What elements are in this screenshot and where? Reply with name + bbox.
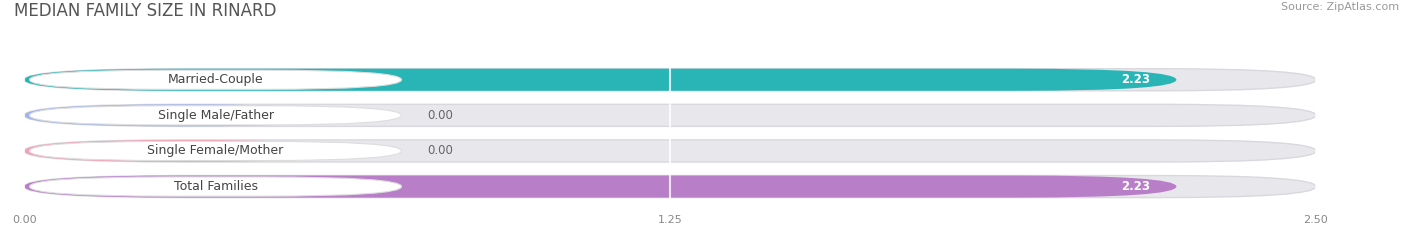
FancyBboxPatch shape (24, 104, 344, 126)
FancyBboxPatch shape (24, 175, 1177, 198)
Text: Married-Couple: Married-Couple (167, 73, 263, 86)
Text: MEDIAN FAMILY SIZE IN RINARD: MEDIAN FAMILY SIZE IN RINARD (14, 2, 277, 20)
Text: Single Female/Mother: Single Female/Mother (148, 144, 284, 158)
FancyBboxPatch shape (24, 175, 1316, 198)
FancyBboxPatch shape (30, 70, 402, 89)
Text: 2.23: 2.23 (1122, 180, 1150, 193)
FancyBboxPatch shape (24, 69, 1316, 91)
FancyBboxPatch shape (24, 104, 1316, 126)
Text: 0.00: 0.00 (427, 109, 453, 122)
FancyBboxPatch shape (24, 140, 344, 162)
Text: Total Families: Total Families (173, 180, 257, 193)
Text: 2.23: 2.23 (1122, 73, 1150, 86)
FancyBboxPatch shape (30, 141, 402, 161)
FancyBboxPatch shape (30, 106, 402, 125)
FancyBboxPatch shape (30, 177, 402, 196)
FancyBboxPatch shape (24, 140, 1316, 162)
Text: 0.00: 0.00 (427, 144, 453, 158)
Text: Single Male/Father: Single Male/Father (157, 109, 274, 122)
FancyBboxPatch shape (24, 69, 1177, 91)
Text: Source: ZipAtlas.com: Source: ZipAtlas.com (1281, 2, 1399, 12)
